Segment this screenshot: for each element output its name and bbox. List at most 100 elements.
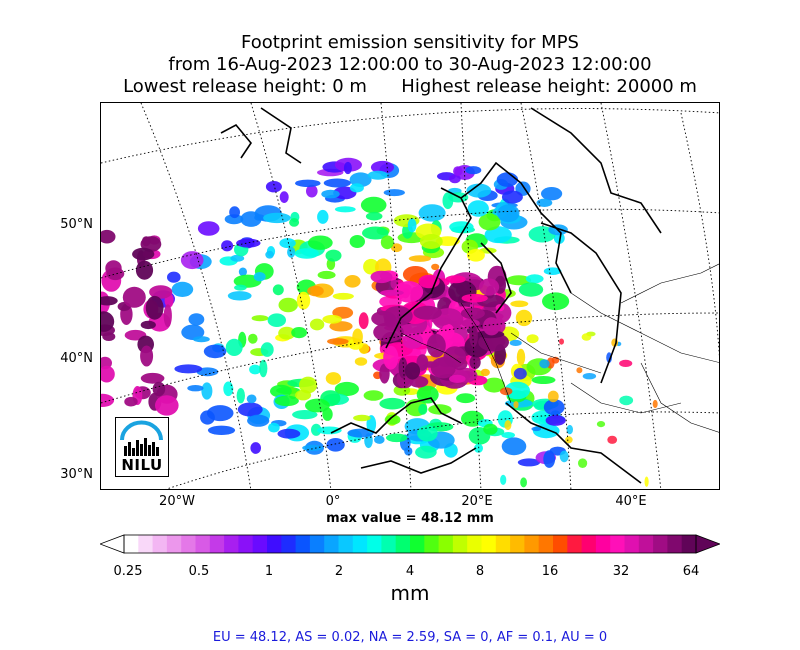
sensitivity-blob <box>317 270 336 280</box>
nilu-logo-graphic <box>120 420 163 456</box>
sensitivity-blob <box>581 333 592 341</box>
sensitivity-blob <box>251 315 269 322</box>
sensitivity-blob <box>265 250 274 259</box>
sensitivity-blob <box>525 274 544 284</box>
sensitivity-blob <box>101 229 116 244</box>
sensitivity-blob <box>417 425 438 442</box>
lat-label-30n: 30°N <box>60 467 93 482</box>
sensitivity-blob <box>461 293 488 303</box>
coastlines <box>220 107 662 484</box>
sensitivity-blob <box>238 267 247 277</box>
sensitivity-blob <box>513 367 527 380</box>
colorbar-cell <box>238 535 254 553</box>
sensitivity-blob <box>101 356 112 370</box>
sensitivity-blob <box>260 342 274 357</box>
sensitivity-blob <box>413 305 442 320</box>
sensitivity-blob <box>644 476 649 487</box>
country-borders <box>400 263 719 433</box>
sensitivity-blob <box>484 226 512 244</box>
colorbar-cell <box>410 535 425 553</box>
sensitivity-blob <box>325 372 342 385</box>
sensitivity-blob <box>247 414 270 427</box>
colorbar-cell <box>567 535 583 553</box>
colorbar-cell <box>438 535 454 553</box>
sensitivity-blob <box>272 284 284 296</box>
sensitivity-blob <box>132 247 155 261</box>
sensitivity-blob <box>543 267 562 275</box>
sensitivity-blob <box>466 183 492 198</box>
sensitivity-blob <box>295 389 312 401</box>
sensitivity-blob <box>445 275 466 284</box>
sensitivity-blob <box>619 359 633 367</box>
lon-label-20e: 20°E <box>461 494 493 509</box>
sensitivity-blob <box>149 285 173 299</box>
sensitivity-blob <box>606 352 612 363</box>
colorbar-tick: 2 <box>334 564 344 579</box>
lat-label-50n: 50°N <box>60 217 93 232</box>
sensitivity-blob <box>566 424 573 435</box>
footprint-map <box>100 102 720 490</box>
sensitivity-blob <box>201 382 213 400</box>
sensitivity-blob <box>515 309 533 327</box>
colorbar-tick: 16 <box>541 564 559 579</box>
colorbar-cell <box>367 535 382 553</box>
sensitivity-blob <box>259 359 268 378</box>
sensitivity-blob <box>428 404 452 415</box>
colorbar-cell <box>166 535 182 553</box>
sensitivity-blob <box>307 285 324 297</box>
sensitivity-blob <box>466 249 485 262</box>
colorbar-tick: 0.5 <box>188 564 210 579</box>
colorbar-cells <box>124 535 697 553</box>
sensitivity-blob <box>607 435 618 444</box>
sensitivity-blob <box>274 395 299 407</box>
title-line-1: Footprint emission sensitivity for MPS <box>241 32 579 53</box>
sensitivity-blob <box>576 367 583 374</box>
sensitivity-blob <box>354 357 368 366</box>
colorbar-cell <box>610 535 625 553</box>
sensitivity-blob <box>246 394 257 404</box>
sensitivity-blob <box>504 420 512 431</box>
sensitivity-blob <box>418 274 440 289</box>
sensitivity-blob <box>155 395 179 416</box>
colorbar-cell <box>124 535 139 553</box>
sensitivity-blob <box>349 183 364 193</box>
sensitivity-blob <box>124 396 138 407</box>
sensitivity-blob <box>559 450 569 463</box>
sensitivity-blob <box>543 399 565 416</box>
sensitivity-blob <box>145 295 164 320</box>
colorbar-cell <box>510 535 525 553</box>
sensitivity-blob <box>391 243 403 253</box>
sensitivity-blob <box>309 318 325 331</box>
sensitivity-blob <box>416 385 439 404</box>
sensitivity-blob <box>236 388 245 404</box>
sensitivity-blob <box>295 179 321 187</box>
sensitivity-blob <box>501 190 523 204</box>
sensitivity-blob <box>279 238 296 249</box>
sensitivity-blob <box>221 240 234 252</box>
colorbar-cell <box>209 535 225 553</box>
colorbar-cell <box>395 535 411 553</box>
sensitivity-blob <box>279 191 289 203</box>
sensitivity-blob <box>509 339 522 346</box>
colorbar-frame <box>123 534 697 554</box>
sensitivity-blob <box>180 251 204 270</box>
sensitivity-blob <box>419 234 443 249</box>
sensitivity-blob <box>334 206 356 213</box>
sensitivity-blob <box>553 232 565 244</box>
title-line-2: from 16-Aug-2023 12:00:00 to 30-Aug-2023… <box>168 54 652 75</box>
sensitivity-blob <box>307 235 333 250</box>
sensitivity-blob <box>370 160 395 174</box>
sensitivity-blob <box>379 363 390 384</box>
sensitivity-blob <box>122 286 146 308</box>
colorbar-cell <box>295 535 311 553</box>
sensitivity-blob <box>536 198 553 207</box>
sensitivity-blob <box>263 212 291 224</box>
region-stats: EU = 48.12, AS = 0.02, NA = 2.59, SA = 0… <box>212 630 608 645</box>
sensitivity-blob <box>559 338 564 345</box>
sensitivity-blob <box>483 377 505 393</box>
sensitivity-blob <box>223 381 234 397</box>
sensitivity-blob <box>188 313 205 326</box>
max-value-label: max value = 48.12 mm <box>326 511 494 526</box>
sensitivity-blob <box>449 174 461 184</box>
colorbar-cell <box>424 535 440 553</box>
